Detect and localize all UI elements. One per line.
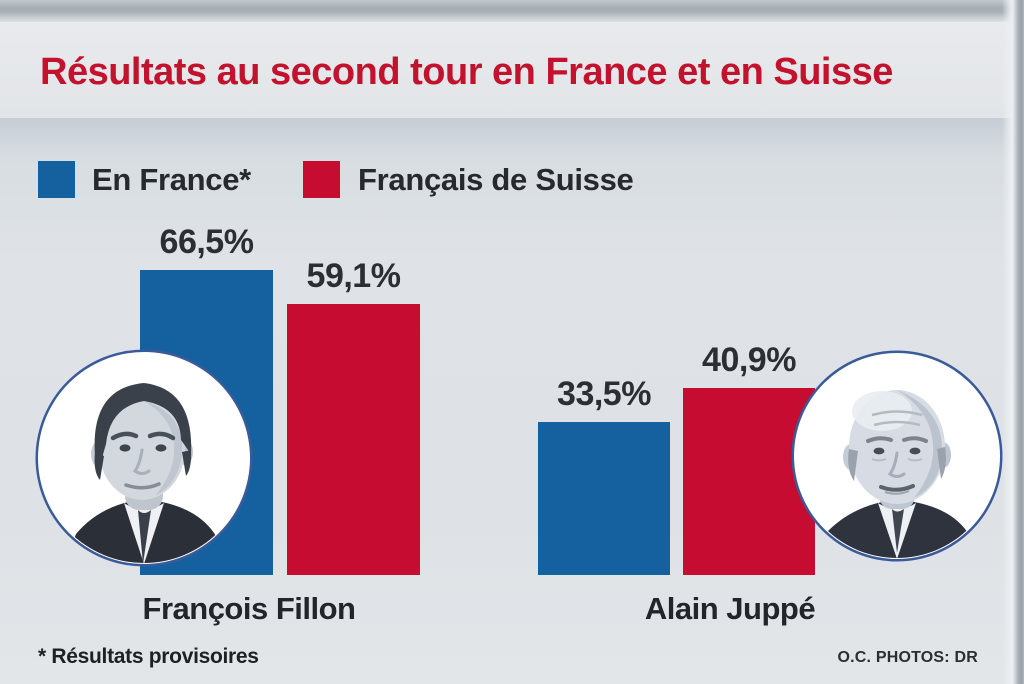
candidate-photo-juppe: [794, 353, 1000, 559]
legend-label-suisse: Français de Suisse: [358, 162, 634, 197]
chart-title: Résultats au second tour en France et en…: [40, 51, 893, 93]
candidate-name-juppe: Alain Juppé: [644, 591, 816, 626]
bar-fillon-suisse: 59,1%: [287, 257, 420, 575]
footnote: * Résultats provisoires: [38, 645, 259, 668]
title-band: Résultats au second tour en France et en…: [0, 22, 1024, 118]
page-right-edge: [1002, 0, 1024, 684]
bar-value-fillon-suisse: 59,1%: [306, 257, 401, 295]
chart-area: En France* Français de Suisse 66,5% 59,1…: [0, 118, 1024, 684]
bar-value-fillon-france: 66,5%: [159, 223, 254, 261]
legend-swatch-suisse: [303, 161, 340, 198]
bar-juppe-suisse: 40,9%: [683, 341, 815, 575]
bar-value-juppe-suisse: 40,9%: [702, 341, 796, 379]
bar-value-juppe-france: 33,5%: [557, 375, 651, 413]
legend-label-france: En France*: [92, 162, 251, 197]
candidate-name-fillon: François Fillon: [142, 591, 356, 626]
top-edge-strip: [0, 0, 1024, 22]
bar-juppe-france: 33,5%: [538, 375, 670, 575]
photo-credit: O.C. PHOTOS: DR: [837, 649, 978, 666]
candidate-photo-fillon: [38, 352, 250, 564]
legend-swatch-france: [38, 161, 75, 198]
